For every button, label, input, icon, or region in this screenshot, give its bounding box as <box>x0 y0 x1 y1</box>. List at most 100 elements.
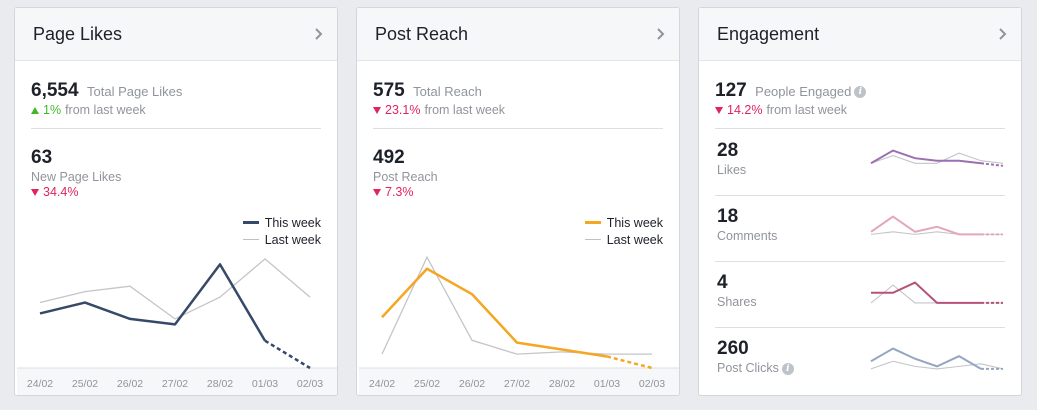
down-arrow-icon <box>715 106 723 114</box>
engagement-row-likes: 28 Likes <box>717 140 1007 177</box>
post-reach-header[interactable]: Post Reach <box>357 8 679 61</box>
total-reach-value: 575 <box>373 80 405 101</box>
x-tick-label: 24/02 <box>27 378 53 390</box>
total-page-likes-change: 1% <box>43 103 62 117</box>
post-reach-value: 492 <box>373 147 405 168</box>
down-arrow-icon <box>31 188 39 196</box>
legend-swatch-last-week <box>242 239 259 240</box>
x-tick-label: 01/03 <box>594 378 620 390</box>
engagement-row-shares: 4 Shares <box>717 272 1007 309</box>
total-page-likes-stat: 6,554 Total Page Likes 1% from last week <box>31 80 182 117</box>
change-suffix: from last week <box>65 103 146 117</box>
series-this-week <box>381 267 608 358</box>
x-tick-label: 28/02 <box>207 378 233 390</box>
info-icon[interactable]: i <box>854 85 867 98</box>
page-likes-legend: This week Last week <box>242 214 321 248</box>
down-arrow-icon <box>373 106 381 114</box>
series-last-week <box>381 255 652 355</box>
spark-this-week <box>870 149 982 165</box>
divider <box>715 261 1005 262</box>
total-page-likes-value: 6,554 <box>31 80 79 101</box>
new-page-likes-value: 63 <box>31 147 53 168</box>
sparkline <box>870 149 1004 167</box>
sparkline <box>870 281 1003 304</box>
engagement-label: Comments <box>717 229 778 243</box>
new-page-likes-label: New Page Likes <box>31 170 122 184</box>
new-page-likes-stat: 63 New Page Likes 34.4% <box>31 147 121 199</box>
post-reach-title: Post Reach <box>375 23 469 44</box>
spark-this-week <box>870 347 982 370</box>
x-axis-band <box>359 368 679 395</box>
people-engaged-stat: 127 People Engaged i 14.2% from last week <box>715 80 867 117</box>
legend-last-week: Last week <box>264 232 321 247</box>
people-engaged-change: 14.2% <box>727 103 763 117</box>
series-this-week-projection <box>606 355 653 370</box>
engagement-value: 4 <box>717 272 728 293</box>
legend-swatch-this-week <box>584 221 601 224</box>
engagement-value: 18 <box>717 206 739 227</box>
engagement-label: Post Clicks <box>717 361 779 375</box>
info-icon[interactable]: i <box>781 362 794 375</box>
post-reach-label: Post Reach <box>373 170 438 184</box>
total-reach-change: 23.1% <box>385 103 421 117</box>
divider <box>31 128 321 129</box>
spark-last-week <box>870 152 1004 164</box>
engagement-value: 28 <box>717 140 739 161</box>
x-tick-label: 02/03 <box>639 378 665 390</box>
engagement-row-post-clicks: 260 Post Clicks i <box>717 338 1007 375</box>
x-tick-label: 01/03 <box>252 378 278 390</box>
sparkline <box>870 347 1004 370</box>
spark-last-week <box>870 360 1004 370</box>
spark-last-week <box>870 284 1003 304</box>
spark-this-week-projection <box>980 162 1004 167</box>
total-page-likes-label: Total Page Likes <box>87 84 183 99</box>
down-arrow-icon <box>373 188 381 196</box>
x-tick-label: 26/02 <box>459 378 485 390</box>
legend-swatch-this-week <box>242 221 259 224</box>
total-reach-label: Total Reach <box>413 84 482 99</box>
series-this-week-projection <box>264 339 311 370</box>
change-suffix: from last week <box>766 103 848 117</box>
x-tick-label: 27/02 <box>504 378 530 390</box>
legend-swatch-last-week <box>584 239 601 240</box>
legend-this-week: This week <box>606 215 663 230</box>
engagement-title: Engagement <box>717 23 820 44</box>
engagement-row-comments: 18 Comments <box>717 206 1007 243</box>
engagement-card: Engagement 127 People Engaged i 14.2% fro… <box>698 7 1022 396</box>
x-tick-label: 28/02 <box>549 378 575 390</box>
chevron-right-icon[interactable] <box>653 26 669 42</box>
page-likes-title: Page Likes <box>33 23 123 44</box>
chevron-right-icon[interactable] <box>995 26 1011 42</box>
people-engaged-label: People Engaged <box>755 84 852 99</box>
series-last-week <box>39 258 311 320</box>
divider <box>715 128 1005 129</box>
spark-this-week <box>870 215 981 236</box>
post-reach-card: Post Reach 575 Total Reach 23.1% from la… <box>356 7 680 396</box>
divider <box>715 195 1005 196</box>
people-engaged-value: 127 <box>715 80 747 101</box>
post-reach-change: 7.3% <box>385 185 414 199</box>
page-likes-header[interactable]: Page Likes <box>15 8 337 61</box>
x-axis-band <box>17 368 337 395</box>
post-reach-stat: 492 Post Reach 7.3% <box>373 147 438 199</box>
new-page-likes-change: 34.4% <box>43 185 79 199</box>
divider <box>373 128 663 129</box>
x-tick-label: 02/03 <box>297 378 323 390</box>
x-tick-label: 25/02 <box>414 378 440 390</box>
x-tick-label: 24/02 <box>369 378 395 390</box>
legend-last-week: Last week <box>606 232 663 247</box>
total-reach-stat: 575 Total Reach 23.1% from last week <box>373 80 505 117</box>
engagement-label: Shares <box>717 295 757 309</box>
engagement-header[interactable]: Engagement <box>699 8 1021 61</box>
spark-this-week <box>871 281 981 304</box>
sparkline <box>870 215 1003 236</box>
post-reach-chart: 24/02 25/02 26/02 27/02 28/02 01/03 02/03 <box>359 255 679 395</box>
up-arrow-icon <box>31 106 39 114</box>
divider <box>715 327 1005 328</box>
page-likes-chart: 24/02 25/02 26/02 27/02 28/02 01/03 02/03 <box>17 258 337 395</box>
legend-this-week: This week <box>264 215 321 230</box>
chevron-right-icon[interactable] <box>311 26 327 42</box>
engagement-value: 260 <box>717 338 749 359</box>
series-this-week <box>39 263 267 342</box>
post-reach-legend: This week Last week <box>584 214 663 248</box>
